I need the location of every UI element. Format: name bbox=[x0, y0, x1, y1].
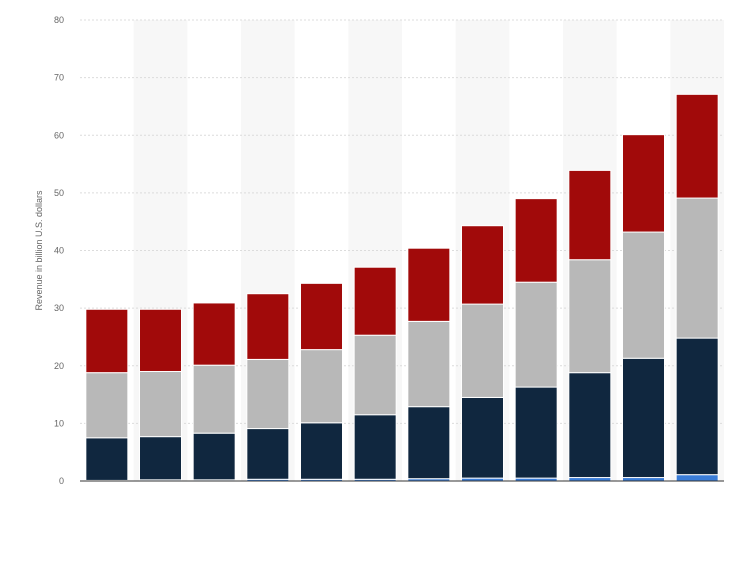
bar-segment bbox=[514, 198, 558, 283]
y-axis-label: Revenue in billion U.S. dollars bbox=[34, 190, 44, 311]
bar-segment bbox=[514, 281, 558, 388]
y-tick-label: 0 bbox=[59, 476, 64, 486]
bar-segment bbox=[353, 414, 397, 480]
bar-segment bbox=[85, 308, 129, 374]
bar-segment bbox=[461, 303, 504, 398]
bar-segment bbox=[192, 302, 236, 366]
y-axis-ticks: 0 10 20 30 40 50 60 70 80 bbox=[54, 15, 64, 486]
bar-segment bbox=[353, 266, 397, 336]
y-tick-label: 50 bbox=[54, 188, 64, 198]
bar-segment bbox=[139, 371, 182, 438]
y-tick-label: 40 bbox=[54, 246, 64, 256]
bar-segment bbox=[568, 477, 612, 482]
bar-segment bbox=[568, 169, 612, 261]
bar-segment bbox=[514, 386, 558, 479]
y-tick-label: 70 bbox=[54, 73, 64, 83]
gridlines bbox=[80, 19, 724, 424]
bar-segment bbox=[675, 337, 719, 476]
bar-segment bbox=[675, 197, 719, 339]
bar-segment bbox=[300, 422, 343, 480]
bar-segment bbox=[622, 134, 665, 233]
bar-segment bbox=[139, 308, 182, 373]
bar-segment bbox=[300, 349, 343, 424]
bar-segment bbox=[675, 474, 719, 482]
bar-segment bbox=[192, 364, 236, 434]
bar-segment bbox=[85, 437, 129, 481]
bar-segment bbox=[353, 334, 397, 416]
bar-segment bbox=[407, 247, 451, 322]
y-tick-label: 30 bbox=[54, 303, 64, 313]
bar-segment bbox=[622, 357, 665, 479]
bar-segment bbox=[246, 358, 290, 430]
bar-segment bbox=[461, 225, 504, 305]
bar-segment bbox=[246, 293, 290, 360]
y-tick-label: 80 bbox=[54, 15, 64, 25]
bar-segment bbox=[246, 428, 290, 480]
y-tick-label: 20 bbox=[54, 361, 64, 371]
bar-segment bbox=[407, 406, 451, 480]
bar-segment bbox=[407, 320, 451, 408]
bars bbox=[85, 93, 719, 482]
bar-segment bbox=[300, 282, 343, 351]
bar-segment bbox=[192, 432, 236, 481]
bar-segment bbox=[568, 372, 612, 479]
bar-segment bbox=[568, 259, 612, 374]
bar-segment bbox=[622, 231, 665, 359]
bar-segment bbox=[85, 372, 129, 439]
bar-segment bbox=[622, 477, 665, 482]
y-tick-label: 60 bbox=[54, 130, 64, 140]
bar-segment bbox=[461, 396, 504, 479]
bar-segment bbox=[139, 436, 182, 481]
bar-segment bbox=[675, 93, 719, 199]
y-tick-label: 10 bbox=[54, 418, 64, 428]
